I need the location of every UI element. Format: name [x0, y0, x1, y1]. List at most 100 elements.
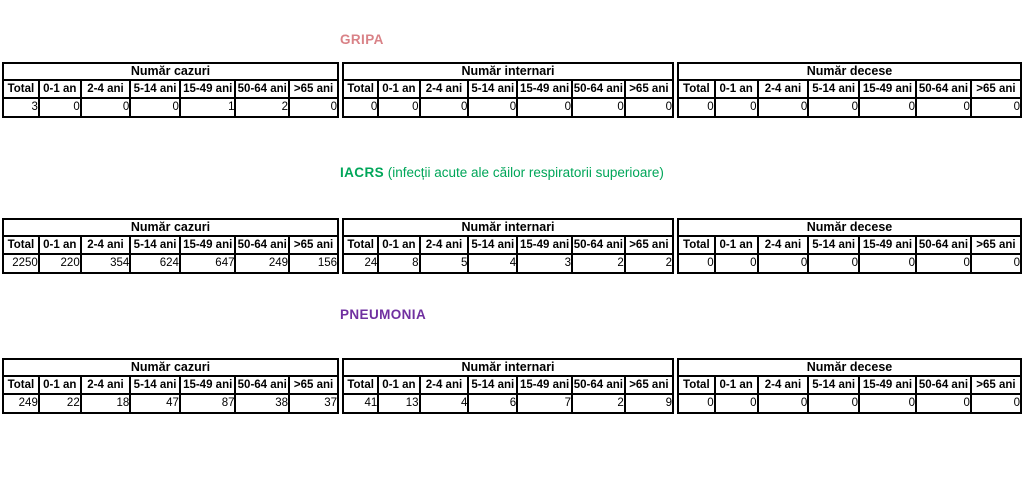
- column-header: >65 ani: [969, 375, 1023, 395]
- value-cell: 0: [516, 97, 573, 118]
- column-header: 15-49 ani: [858, 375, 917, 395]
- value-cell: 0: [807, 393, 861, 414]
- value-cell: 156: [288, 253, 339, 274]
- column-header: Total: [341, 79, 380, 99]
- column-header: 2-4 ani: [418, 375, 470, 395]
- column-header: 2-4 ani: [418, 79, 470, 99]
- value-cell: 7: [516, 393, 573, 414]
- value-cell: 0: [756, 97, 810, 118]
- value-cell: 0: [713, 253, 759, 274]
- value-cell: 0: [623, 97, 675, 118]
- value-cell: 13: [377, 393, 421, 414]
- value-cell: 0: [807, 253, 861, 274]
- value-cell: 22: [37, 393, 82, 414]
- value-cell: 0: [677, 253, 716, 274]
- column-header: 0-1 an: [37, 235, 82, 255]
- value-cell: 354: [79, 253, 132, 274]
- pneumonia-tables: Număr cazuri Total 0-1 an 2-4 ani 5-14 ani 15…: [2, 358, 1023, 414]
- column-header: 50-64 ani: [570, 79, 626, 99]
- column-header: 5-14 ani: [129, 79, 181, 99]
- value-cell: 1: [178, 97, 237, 118]
- value-cell: 0: [969, 393, 1023, 414]
- value-cell: 0: [969, 97, 1023, 118]
- value-cell: 0: [858, 97, 917, 118]
- value-cell: 249: [234, 253, 291, 274]
- column-header: >65 ani: [623, 235, 675, 255]
- gripa-decese-table: Număr decese Total 0-1 an 2-4 ani 5-14 ani 15…: [677, 62, 1023, 118]
- column-header: >65 ani: [288, 375, 339, 395]
- column-header: 50-64 ani: [234, 375, 291, 395]
- group-header: Număr decese: [677, 62, 1022, 81]
- column-header: 0-1 an: [37, 375, 82, 395]
- value-cell: 47: [129, 393, 181, 414]
- group-header: Număr cazuri: [2, 62, 339, 81]
- value-cell: 37: [288, 393, 339, 414]
- group-header: Număr cazuri: [2, 218, 339, 237]
- column-header: >65 ani: [969, 79, 1023, 99]
- column-header: 5-14 ani: [467, 375, 519, 395]
- section-title-iacrs: IACRS (infecții acute ale căilor respira…: [340, 165, 1024, 180]
- value-cell: 0: [756, 393, 810, 414]
- column-header: 2-4 ani: [756, 79, 810, 99]
- column-header: 50-64 ani: [915, 375, 972, 395]
- column-header: 50-64 ani: [570, 375, 626, 395]
- column-header: 2-4 ani: [418, 235, 470, 255]
- group-header: Număr decese: [677, 218, 1022, 237]
- column-header: 15-49 ani: [516, 235, 573, 255]
- value-cell: 9: [623, 393, 675, 414]
- column-header: 0-1 an: [377, 235, 421, 255]
- group-header: Număr internari: [342, 218, 674, 237]
- value-cell: 0: [807, 97, 861, 118]
- value-cell: 6: [467, 393, 519, 414]
- pneumonia-cazuri-table: Număr cazuri Total 0-1 an 2-4 ani 5-14 ani 15…: [2, 358, 339, 414]
- column-header: 5-14 ani: [129, 375, 181, 395]
- iacrs-cazuri-table: Număr cazuri Total 0-1 an 2-4 ani 5-14 ani 15…: [2, 218, 339, 274]
- value-cell: 0: [129, 97, 181, 118]
- column-header: 0-1 an: [37, 79, 82, 99]
- value-cell: 0: [915, 97, 972, 118]
- column-header: 0-1 an: [713, 375, 759, 395]
- column-header: >65 ani: [969, 235, 1023, 255]
- column-header: Total: [341, 235, 380, 255]
- pneumonia-decese-table: Număr decese Total 0-1 an 2-4 ani 5-14 ani 15…: [677, 358, 1023, 414]
- group-header: Număr decese: [677, 358, 1022, 377]
- column-header: 5-14 ani: [807, 235, 861, 255]
- section-title-text: PNEUMONIA: [340, 307, 427, 322]
- section-title-pneumonia: PNEUMONIA: [340, 307, 1024, 322]
- column-header: Total: [677, 235, 716, 255]
- value-cell: 0: [969, 253, 1023, 274]
- column-header: 2-4 ani: [79, 375, 132, 395]
- value-cell: 0: [288, 97, 339, 118]
- value-cell: 38: [234, 393, 291, 414]
- column-header: 15-49 ani: [858, 79, 917, 99]
- value-cell: 0: [915, 393, 972, 414]
- column-header: 0-1 an: [377, 79, 421, 99]
- value-cell: 2: [570, 253, 626, 274]
- value-cell: 0: [713, 97, 759, 118]
- section-title-suffix: (infecții acute ale căilor respiratorii …: [384, 165, 664, 180]
- value-cell: 3: [2, 97, 40, 118]
- section-title-text: IACRS: [340, 165, 385, 180]
- value-cell: 4: [467, 253, 519, 274]
- value-cell: 8: [377, 253, 421, 274]
- column-header: 15-49 ani: [178, 235, 237, 255]
- column-header: Total: [2, 375, 40, 395]
- value-cell: 5: [418, 253, 470, 274]
- column-header: Total: [2, 235, 40, 255]
- group-header: Număr internari: [342, 358, 674, 377]
- pneumonia-internari-table: Număr internari Total 0-1 an 2-4 ani 5-14 an…: [341, 358, 675, 414]
- value-cell: 2: [623, 253, 675, 274]
- value-cell: 41: [341, 393, 380, 414]
- column-header: 5-14 ani: [807, 79, 861, 99]
- value-cell: 647: [178, 253, 237, 274]
- column-header: 2-4 ani: [79, 79, 132, 99]
- column-header: 0-1 an: [377, 375, 421, 395]
- value-cell: 0: [756, 253, 810, 274]
- value-cell: 18: [79, 393, 132, 414]
- column-header: 50-64 ani: [234, 235, 291, 255]
- value-cell: 24: [341, 253, 380, 274]
- column-header: 50-64 ani: [915, 235, 972, 255]
- value-cell: 249: [2, 393, 40, 414]
- column-header: 15-49 ani: [516, 375, 573, 395]
